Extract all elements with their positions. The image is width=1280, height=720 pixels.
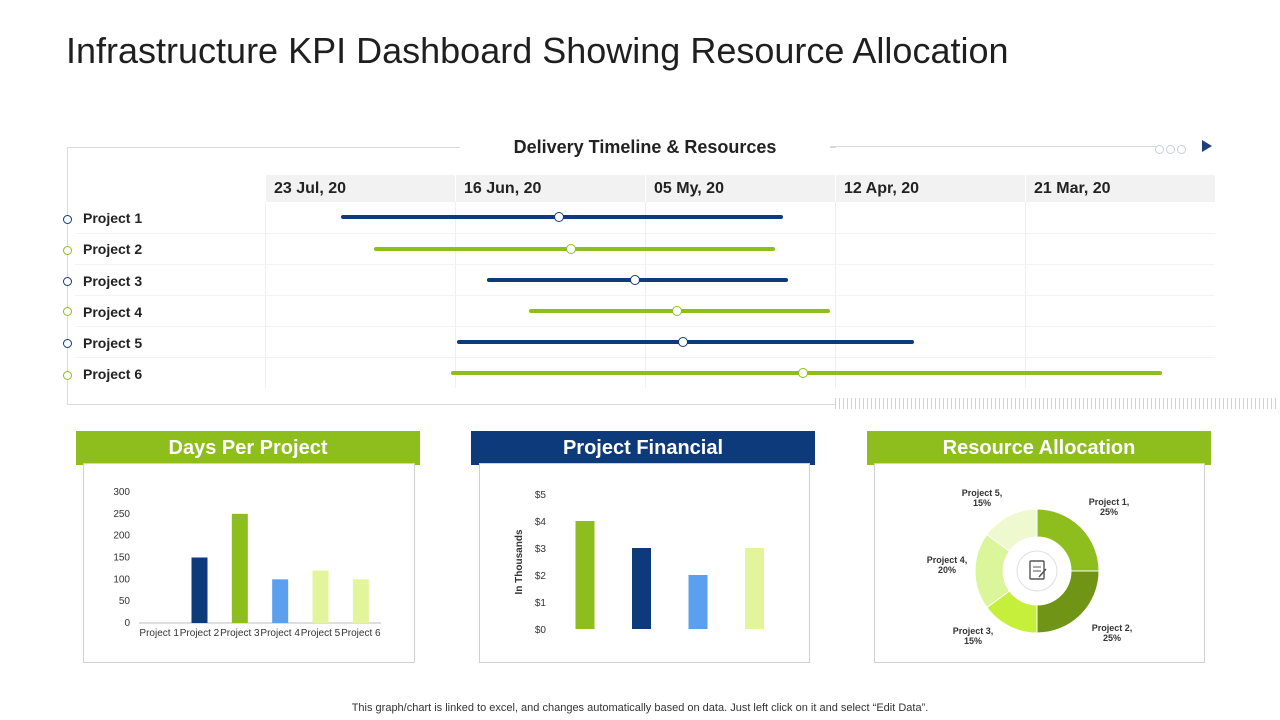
y-tick-label: $1 [535, 598, 547, 609]
bar-project-4 [272, 579, 289, 623]
timeline-date: 05 My, 20 [645, 175, 835, 202]
project-label: Project 5 [83, 335, 143, 351]
slice-label: Project 2, [1092, 623, 1133, 633]
bar-project-2 [191, 557, 208, 623]
timeline-frame [67, 147, 836, 405]
slice-label: Project 4, [927, 555, 968, 565]
next-arrow-icon[interactable] [1202, 140, 1212, 152]
donut-slice [986, 508, 1038, 552]
slice-label: Project 5, [962, 488, 1003, 498]
project-label: Project 3 [83, 273, 143, 289]
project-label: Project 6 [83, 366, 143, 382]
project-5-marker[interactable] [678, 337, 688, 347]
bar-project-5 [312, 570, 329, 623]
slice-label: Project 3, [953, 626, 994, 636]
project-dot [63, 307, 72, 316]
project-label: Project 4 [83, 304, 143, 320]
project-financial-panel: $0 $1 $2 $3 $4 $5 In Thousands [479, 463, 810, 663]
project-dot [63, 277, 72, 286]
timeline-grid [75, 202, 1215, 388]
timeline-title: Delivery Timeline & Resources [460, 135, 830, 160]
y-tick-label: 300 [113, 487, 130, 498]
bar-project-6 [352, 579, 369, 623]
y-tick-label: 0 [124, 618, 130, 629]
y-tick-label: 150 [113, 553, 130, 564]
project-dot [63, 215, 72, 224]
days-per-project-panel: 0 50 100 150 200 250 300 Project 1 Project 2 Proj… [83, 463, 415, 663]
project-financial-header: Project Financial [471, 431, 815, 465]
financial-bar [632, 548, 651, 629]
timeline-date: 21 Mar, 20 [1025, 175, 1215, 202]
pagination-dots[interactable] [1155, 141, 1188, 155]
y-tick-label: 250 [113, 509, 130, 520]
resource-allocation-panel: Project 1, 25% Project 2, 25% Project 3, 15% P… [874, 463, 1205, 663]
timeline-date-header: 23 Jul, 20 16 Jun, 20 05 My, 20 12 Apr, … [265, 175, 1215, 202]
footer-note: This graph/chart is linked to excel, and… [351, 702, 929, 714]
resource-allocation-header: Resource Allocation [867, 431, 1211, 465]
timeline-date: 12 Apr, 20 [835, 175, 1025, 202]
project-1-marker[interactable] [554, 212, 564, 222]
document-icon [1029, 560, 1045, 580]
y-tick-label: $5 [535, 490, 547, 501]
pen-icon [1038, 568, 1047, 578]
x-tick-label: Project 5 [301, 628, 341, 639]
timeline-date: 23 Jul, 20 [265, 175, 455, 202]
financial-bar [688, 575, 708, 629]
project-4-marker[interactable] [672, 306, 682, 316]
project-label: Project 2 [83, 241, 143, 257]
slice-percent: 25% [1103, 633, 1121, 643]
project-2-marker[interactable] [566, 244, 576, 254]
timeline-divider [830, 146, 1156, 147]
page-title: Infrastructure KPI Dashboard Showing Res… [66, 30, 1009, 71]
slice-percent: 20% [938, 565, 956, 575]
y-tick-label: 100 [113, 574, 130, 585]
y-axis-label: In Thousands [514, 529, 525, 594]
y-tick-label: 200 [113, 531, 130, 542]
y-tick-label: $0 [535, 625, 547, 636]
slice-percent: 15% [964, 636, 982, 646]
timeline-date: 16 Jun, 20 [455, 175, 645, 202]
project-dot [63, 339, 72, 348]
slice-percent: 15% [973, 498, 991, 508]
financial-bar [745, 548, 764, 629]
x-tick-label: Project 1 [139, 628, 179, 639]
project-label: Project 1 [83, 210, 143, 226]
x-tick-label: Project 2 [180, 628, 220, 639]
project-6-marker[interactable] [798, 368, 808, 378]
slice-percent: 25% [1100, 507, 1118, 517]
slice-label: Project 1, [1089, 497, 1130, 507]
x-tick-label: Project 4 [260, 628, 300, 639]
project-financial-chart: $0 $1 $2 $3 $4 $5 In Thousands [514, 490, 764, 636]
x-tick-label: Project 6 [341, 628, 381, 639]
project-dot [63, 371, 72, 380]
y-tick-label: $2 [535, 571, 547, 582]
hatch-decoration [835, 398, 1278, 409]
resource-allocation-chart: Project 1,25%Project 2,25%Project 3,15%P… [927, 488, 1133, 646]
y-tick-label: $4 [535, 517, 547, 528]
project-dot [63, 246, 72, 255]
y-tick-label: $3 [535, 544, 547, 555]
y-tick-label: 50 [119, 596, 131, 607]
days-per-project-header: Days Per Project [76, 431, 420, 465]
x-tick-label: Project 3 [220, 628, 260, 639]
project-3-marker[interactable] [630, 275, 640, 285]
bar-project-3 [231, 513, 248, 623]
financial-bar [575, 521, 595, 629]
